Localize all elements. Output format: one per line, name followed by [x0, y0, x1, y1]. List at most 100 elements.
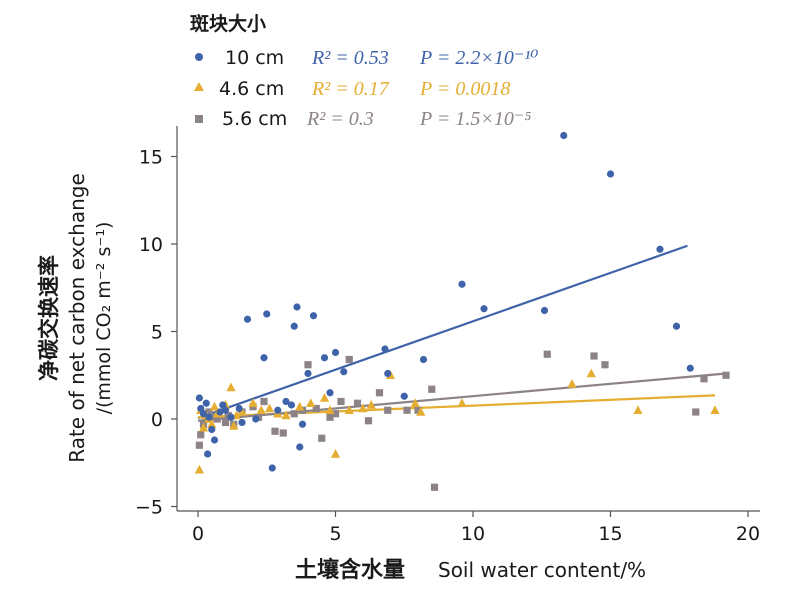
data-point-triangle — [237, 407, 247, 416]
data-point-circle — [208, 425, 216, 434]
legend-label-4.6cm: 4.6 cm — [219, 78, 284, 100]
legend-entry-10cm: 10 cm R² = 0.53 P = 2.2×10⁻¹⁰ — [195, 47, 538, 69]
data-point-circle — [252, 415, 260, 423]
data-point-square — [304, 361, 312, 369]
data-point-square — [543, 350, 551, 358]
data-point-square — [195, 441, 203, 449]
data-point-circle — [296, 443, 304, 451]
data-point-square — [337, 397, 345, 406]
legend-label-5.6cm: 5.6 cm — [222, 108, 287, 130]
data-point-triangle — [586, 368, 596, 378]
data-point-square — [290, 410, 298, 418]
legend-entry-5.6cm: 5.6 cm R² = 0.3 P = 1.5×10⁻⁵ — [195, 108, 531, 130]
data-point-triangle — [567, 379, 577, 388]
data-point-triangle — [710, 405, 720, 415]
legend-r2-5.6cm: R² = 0.3 — [306, 108, 374, 130]
data-point-circle — [238, 418, 246, 427]
data-point-square — [414, 406, 422, 414]
data-point-circle — [606, 170, 615, 178]
data-point-square — [430, 483, 439, 491]
data-point-triangle — [198, 422, 209, 432]
data-points — [194, 131, 730, 491]
data-point-triangle — [325, 405, 335, 415]
data-point-triangle — [194, 464, 204, 474]
data-point-square — [384, 406, 392, 414]
data-point-circle — [458, 280, 466, 288]
y-axis-title-en-1-group: Rate of net carbon exchange — [65, 173, 89, 463]
data-point-circle — [400, 392, 408, 400]
data-point-triangle — [256, 405, 266, 415]
x-axis-title: 土壤含水量 Soil water content/% — [295, 557, 646, 583]
data-point-square — [353, 399, 362, 407]
data-point-circle — [672, 322, 681, 330]
data-point-circle — [480, 305, 488, 313]
legend-marker-circle — [195, 53, 203, 61]
data-point-circle — [274, 406, 282, 414]
data-point-triangle — [344, 405, 354, 415]
data-point-circle — [298, 420, 307, 428]
data-point-circle — [331, 348, 340, 357]
data-point-square — [364, 417, 373, 425]
data-point-triangle — [410, 398, 420, 408]
y-axis-title: 净碳交换速率 — [37, 255, 61, 381]
data-point-square — [590, 352, 598, 360]
data-point-circle — [304, 369, 312, 378]
y-tick-label: 15 — [139, 147, 163, 169]
data-point-triangle — [209, 401, 220, 411]
data-point-triangle — [229, 421, 239, 430]
data-point-triangle — [281, 410, 291, 420]
data-point-triangle — [416, 407, 426, 416]
data-point-circle — [287, 401, 296, 409]
data-point-circle — [560, 131, 568, 140]
y-ticks: −5 0 5 10 15 — [135, 147, 177, 519]
data-point-triangle — [295, 401, 305, 411]
data-point-circle — [293, 303, 301, 311]
y-axis-title-en-2-group: /(mmol CO₂ m⁻² s⁻¹) — [93, 222, 115, 415]
data-point-circle — [419, 355, 428, 364]
data-point-circle — [205, 413, 213, 421]
data-point-circle — [268, 464, 276, 472]
data-point-circle — [204, 450, 212, 458]
x-axis-title-en: Soil water content/% — [438, 558, 646, 582]
legend-marker-square — [195, 115, 203, 123]
data-point-circle — [227, 413, 235, 421]
x-tick-label: 15 — [598, 523, 622, 545]
legend-title: 斑块大小 — [190, 12, 266, 35]
fit-line — [197, 244, 688, 420]
data-point-square — [331, 410, 340, 418]
data-point-circle — [202, 399, 210, 407]
x-tick-label: 10 — [461, 523, 485, 545]
data-point-circle — [686, 364, 694, 372]
data-point-square — [428, 385, 436, 393]
data-point-triangle — [207, 419, 217, 429]
legend-p-4.6cm: P = 0.0018 — [419, 78, 510, 100]
data-point-triangle — [248, 398, 258, 408]
data-point-square — [312, 404, 320, 413]
data-point-square — [375, 389, 384, 397]
data-point-square — [221, 418, 230, 427]
data-point-triangle — [457, 398, 467, 408]
data-point-square — [326, 413, 334, 421]
data-point-triangle — [330, 449, 341, 458]
data-point-circle — [326, 389, 334, 397]
fit-lines — [197, 244, 727, 422]
legend: 斑块大小 10 cm R² = 0.53 P = 2.2×10⁻¹⁰ 4.6 c… — [190, 12, 538, 130]
data-point-square — [318, 434, 326, 442]
data-point-circle — [195, 394, 203, 402]
data-point-square — [345, 355, 353, 364]
data-point-circle — [219, 401, 227, 409]
data-point-square — [700, 375, 708, 383]
data-point-square — [260, 397, 268, 406]
data-point-square — [722, 371, 730, 379]
y-axis-title-en-2: /(mmol CO₂ m⁻² s⁻¹) — [93, 222, 115, 415]
data-point-square — [197, 431, 205, 439]
data-point-circle — [263, 310, 271, 318]
data-point-circle — [282, 397, 290, 406]
x-tick-label: 20 — [736, 523, 760, 545]
legend-label-10cm: 10 cm — [225, 47, 284, 69]
y-tick-label: −5 — [135, 497, 163, 519]
x-tick-label: 0 — [192, 523, 204, 545]
data-point-circle — [384, 369, 392, 378]
legend-p-5.6cm: P = 1.5×10⁻⁵ — [419, 108, 531, 130]
